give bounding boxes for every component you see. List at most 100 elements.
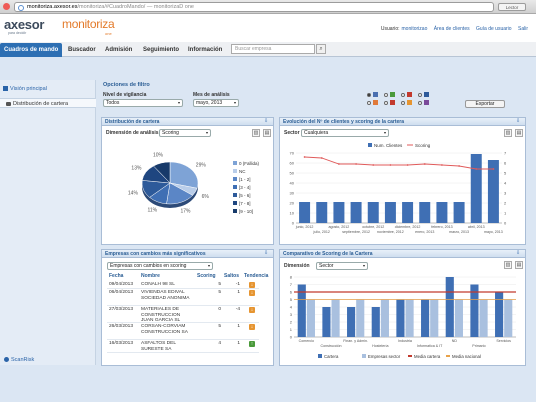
y-tick-label: 7	[290, 282, 293, 287]
cambios-panel: Empresas con cambios más significativos …	[101, 249, 274, 366]
download-icon[interactable]: ⇩	[516, 250, 521, 256]
cell-fecha: 16/03/2013	[109, 341, 134, 346]
x-tick-label: Industria	[398, 339, 412, 343]
cambios-select-value: Empresas con cambios en scoring	[110, 263, 187, 269]
table-row[interactable]: 09/04/2013 CONALH 98 SL 5 -1 ↓	[107, 281, 259, 289]
tab-buscador[interactable]: Buscador	[68, 47, 96, 53]
evolucion-title: Evolución del Nº de clientes y scoring d…	[280, 118, 525, 126]
column-header[interactable]: Scoring	[197, 273, 216, 279]
bar-cartera	[495, 292, 504, 337]
dim-select[interactable]: Scoring ▾	[159, 129, 211, 137]
column-header[interactable]: Nombre	[141, 273, 160, 279]
pie-slice-label: 14%	[128, 190, 139, 196]
distribucion-panel: Distribución de cartera ⇩ Dimensión de a…	[101, 117, 274, 245]
tab-cuadros-de-mando[interactable]: Cuadros de mando	[0, 43, 63, 57]
bar-sector	[306, 299, 315, 337]
table-row[interactable]: 06/04/2013 VIVIENDAS EDIVAL SOCIEDAD ANON…	[107, 289, 259, 306]
table-row[interactable]: 26/03/2013 CORSAN-CORVIAM CONSTRUCCION SA…	[107, 323, 259, 340]
reader-button[interactable]: Lector	[498, 3, 526, 11]
column-header[interactable]: Fecha	[109, 273, 124, 279]
legend-label: [9 - 10]	[239, 209, 253, 214]
bar-cartera	[322, 307, 331, 337]
bar-chart-icon[interactable]: ▥	[504, 129, 512, 137]
legend-label: Media nacional	[452, 354, 481, 359]
column-header[interactable]: Tendencia	[244, 273, 269, 279]
bar-cartera	[371, 307, 380, 337]
export-button[interactable]: Exportar	[465, 100, 505, 108]
radio-option[interactable]	[367, 93, 371, 97]
cell-fecha: 26/03/2013	[109, 324, 134, 329]
dim-value: Scoring	[162, 130, 179, 136]
logout-link[interactable]: Salir	[517, 26, 528, 32]
table-icon[interactable]: ▤	[515, 261, 523, 269]
y-tick-label: 4	[290, 305, 293, 310]
nivel-value: Todos	[106, 100, 120, 106]
cambios-select[interactable]: Empresas con cambios en scoring ▾	[107, 262, 213, 270]
x-tick-label: enero, 2013	[415, 230, 434, 234]
legend-label: Media cartera	[414, 354, 441, 359]
sector-label: Sector	[284, 130, 300, 136]
axesor-logo[interactable]: axesor	[4, 17, 45, 32]
legend-label: 0 (Fallida)	[239, 161, 260, 166]
dimension-select[interactable]: Sector ▾	[316, 262, 368, 270]
close-window-icon[interactable]	[3, 3, 10, 10]
scoring-point	[458, 165, 460, 167]
sidebar-item-vision-principal[interactable]: Visión principal	[3, 84, 47, 94]
table-row[interactable]: 27/03/2013 MATERIALES DE CONSTRUCCION JUA…	[107, 306, 259, 323]
download-icon[interactable]: ⇩	[264, 250, 269, 256]
radio-option[interactable]	[418, 101, 422, 105]
scanrisk-link[interactable]: ScanRisk	[4, 357, 34, 363]
search-icon[interactable]: ⌕	[316, 44, 326, 54]
y-tick-label: 40	[290, 181, 295, 186]
mes-select[interactable]: mayo, 2013 ▾	[193, 99, 239, 107]
search-input[interactable]: Buscar empresa	[231, 44, 315, 54]
pie-slice-label: 29%	[196, 163, 207, 169]
tab-informacion[interactable]: Información	[188, 47, 223, 53]
bar	[384, 202, 396, 223]
sidebar: Visión principal Distribución de cartera	[0, 80, 96, 365]
radio-option[interactable]	[418, 93, 422, 97]
table-icon[interactable]: ▤	[515, 129, 523, 137]
radio-option[interactable]	[401, 93, 405, 97]
bar-sector	[479, 299, 488, 337]
x-tick-label: marzo, 2013	[449, 230, 469, 234]
bar-cartera	[396, 299, 405, 337]
download-icon[interactable]: ⇩	[264, 118, 269, 124]
status-icon	[390, 100, 395, 105]
sidebar-item-distribucion-de-cartera[interactable]: Distribución de cartera	[0, 98, 96, 108]
user-name[interactable]: monitorizao	[401, 26, 428, 32]
tab-seguimiento[interactable]: Seguimiento	[143, 47, 180, 53]
y-tick-label: 1	[290, 327, 293, 332]
x-tick-label: Hostelería	[372, 344, 388, 348]
x-tick-label: abril, 2013	[468, 225, 485, 229]
bar-chart-icon[interactable]: ▥	[252, 129, 260, 137]
cell-nombre: MATERIALES DE CONSTRUCCION JUAN GARCIA S…	[141, 307, 181, 323]
legend-label: [7 - 8]	[239, 201, 251, 206]
legend-label: Num. Clientes	[374, 143, 403, 148]
legend-label: NC	[239, 169, 246, 174]
table-row[interactable]: 16/03/2013 ASFALTOS DEL SURESTE SA 4 1 ↑	[107, 340, 259, 353]
evolution-chart: Num. Clientes Scoring 0 10 20 30 40 50 60 70 0 1 2 3 4…	[290, 143, 507, 234]
x-tick-label: Informatica & IT	[417, 344, 443, 348]
radio-option[interactable]	[384, 101, 388, 105]
legend-swatch	[233, 209, 237, 213]
address-bar[interactable]: monitoriza.axesor.es/monitoriza/#CuadroM…	[14, 2, 494, 12]
globe-icon	[18, 4, 24, 11]
scoring-point	[355, 163, 357, 165]
table-icon[interactable]: ▤	[263, 129, 271, 137]
tab-admision[interactable]: Admisión	[105, 47, 133, 53]
legend-swatch	[233, 185, 237, 189]
bar	[487, 160, 499, 223]
radio-option[interactable]	[367, 101, 371, 105]
y2-tick-label: 7	[504, 151, 507, 156]
user-guide-link[interactable]: Guía de usuario	[476, 26, 512, 32]
radio-option[interactable]	[384, 93, 388, 97]
download-icon[interactable]: ⇩	[516, 118, 521, 124]
sector-select[interactable]: Cualquiera ▾	[301, 129, 389, 137]
distribucion-title: Distribución de cartera	[102, 118, 273, 126]
bar-chart-icon[interactable]: ▥	[504, 261, 512, 269]
nivel-select[interactable]: Todos ▾	[103, 99, 183, 107]
client-area-link[interactable]: Área de clientes	[433, 26, 470, 32]
radio-option[interactable]	[401, 101, 405, 105]
column-header[interactable]: Saltos	[224, 273, 240, 279]
